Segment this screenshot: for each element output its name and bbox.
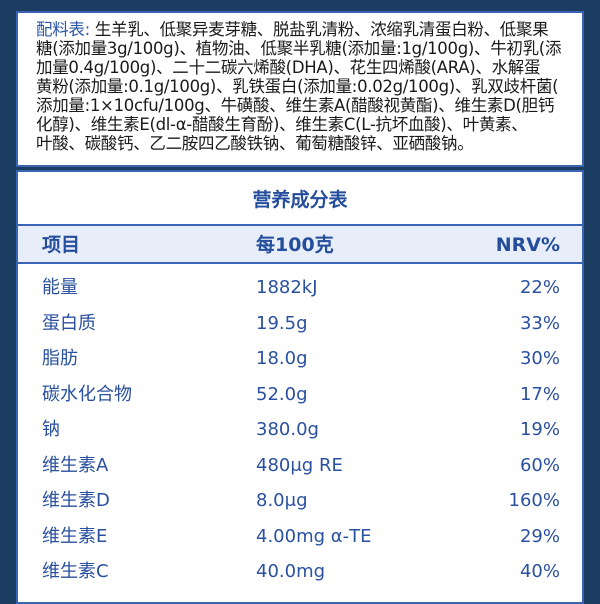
row-item: 维生素D bbox=[42, 490, 110, 511]
row-nrv: 40% bbox=[519, 561, 560, 582]
table-row: 维生素D 8.0μg 160% bbox=[18, 483, 582, 519]
row-value: 380.0g bbox=[256, 419, 319, 440]
row-value: 480μg RE bbox=[256, 454, 343, 476]
row-item: 维生素C bbox=[42, 561, 109, 582]
row-item: 钠 bbox=[42, 419, 60, 440]
ingredients-text: 配料表: 生羊乳、低聚异麦芽糖、脱盐乳清粉、浓缩乳清蛋白粉、低聚果 糖(添加量3… bbox=[36, 20, 576, 153]
row-value: 4.00mg α-TE bbox=[256, 525, 372, 547]
ingredients-line: 叶酸、碳酸钙、乙二胺四乙酸铁钠、葡萄糖酸锌、亚硒酸钠。 bbox=[36, 134, 474, 153]
row-value: 18.0g bbox=[256, 348, 308, 369]
table-row: 维生素A 480μg RE 60% bbox=[18, 448, 582, 484]
ingredients-box: 配料表: 生羊乳、低聚异麦芽糖、脱盐乳清粉、浓缩乳清蛋白粉、低聚果 糖(添加量3… bbox=[16, 11, 584, 167]
row-item: 维生素E bbox=[42, 525, 108, 547]
table-row: 蛋白质 19.5g 33% bbox=[18, 306, 582, 342]
row-item: 脂肪 bbox=[42, 348, 78, 369]
ingredients-line: 添加量:1×10cfu/100g、牛磺酸、维生素A(醋酸视黄酯)、维生素D(胆钙 bbox=[36, 96, 555, 115]
ingredients-label: 配料表: bbox=[36, 20, 90, 39]
table-row: 脂肪 18.0g 30% bbox=[18, 341, 582, 377]
nutrition-table: 营养成分表 项目 每100克 NRV% 能量 1882kJ 22% 蛋白质 19.5g 3… bbox=[16, 170, 584, 604]
row-nrv: 19% bbox=[519, 419, 560, 440]
row-item: 能量 bbox=[42, 277, 78, 298]
row-value: 8.0μg bbox=[256, 490, 308, 511]
row-value: 40.0mg bbox=[256, 561, 326, 582]
ingredients-line: 生羊乳、低聚异麦芽糖、脱盐乳清粉、浓缩乳清蛋白粉、低聚果 bbox=[89, 20, 549, 39]
header-per-100g: 每100克 bbox=[256, 234, 334, 256]
table-row: 能量 1882kJ 22% bbox=[18, 270, 582, 306]
row-nrv: 60% bbox=[519, 454, 560, 476]
row-item: 维生素A bbox=[42, 454, 109, 476]
table-header-row: 项目 每100克 NRV% bbox=[18, 224, 582, 264]
row-nrv: 30% bbox=[519, 348, 560, 369]
ingredients-line: 糖(添加量3g/100g)、植物油、低聚半乳糖(添加量:1g/100g)、牛初乳… bbox=[36, 39, 562, 58]
ingredients-line: 化醇)、维生素E(dl-α-醋酸生育酚)、维生素C(L-抗坏血酸)、叶黄素、 bbox=[36, 115, 528, 134]
table-row: 维生素E 4.00mg α-TE 29% bbox=[18, 519, 582, 555]
header-item: 项目 bbox=[42, 234, 81, 256]
header-nrv: NRV% bbox=[495, 234, 560, 256]
table-row: 维生素C 40.0mg 40% bbox=[18, 554, 582, 590]
row-nrv: 29% bbox=[519, 525, 560, 547]
nutrition-table-title: 营养成分表 bbox=[252, 189, 348, 211]
ingredients-line: 黄粉(添加量:0.1g/100g)、乳铁蛋白(添加量:0.02g/100g)、乳… bbox=[36, 77, 559, 96]
row-nrv: 22% bbox=[519, 277, 560, 298]
row-item: 蛋白质 bbox=[42, 312, 96, 334]
row-nrv: 17% bbox=[519, 383, 560, 405]
table-row: 钠 380.0g 19% bbox=[18, 412, 582, 448]
row-item: 碳水化合物 bbox=[42, 383, 132, 405]
row-nrv: 33% bbox=[519, 312, 560, 334]
row-value: 1882kJ bbox=[256, 277, 318, 298]
row-value: 52.0g bbox=[256, 383, 308, 405]
ingredients-line: 加量0.4g/100g)、二十二碳六烯酸(DHA)、花生四烯酸(ARA)、水解蛋 bbox=[36, 58, 541, 77]
table-body: 能量 1882kJ 22% 蛋白质 19.5g 33% 脂肪 18.0g 30% 碳水化合物 52.… bbox=[18, 264, 582, 590]
row-value: 19.5g bbox=[256, 312, 308, 334]
table-row: 碳水化合物 52.0g 17% bbox=[18, 377, 582, 413]
row-nrv: 160% bbox=[508, 490, 560, 511]
